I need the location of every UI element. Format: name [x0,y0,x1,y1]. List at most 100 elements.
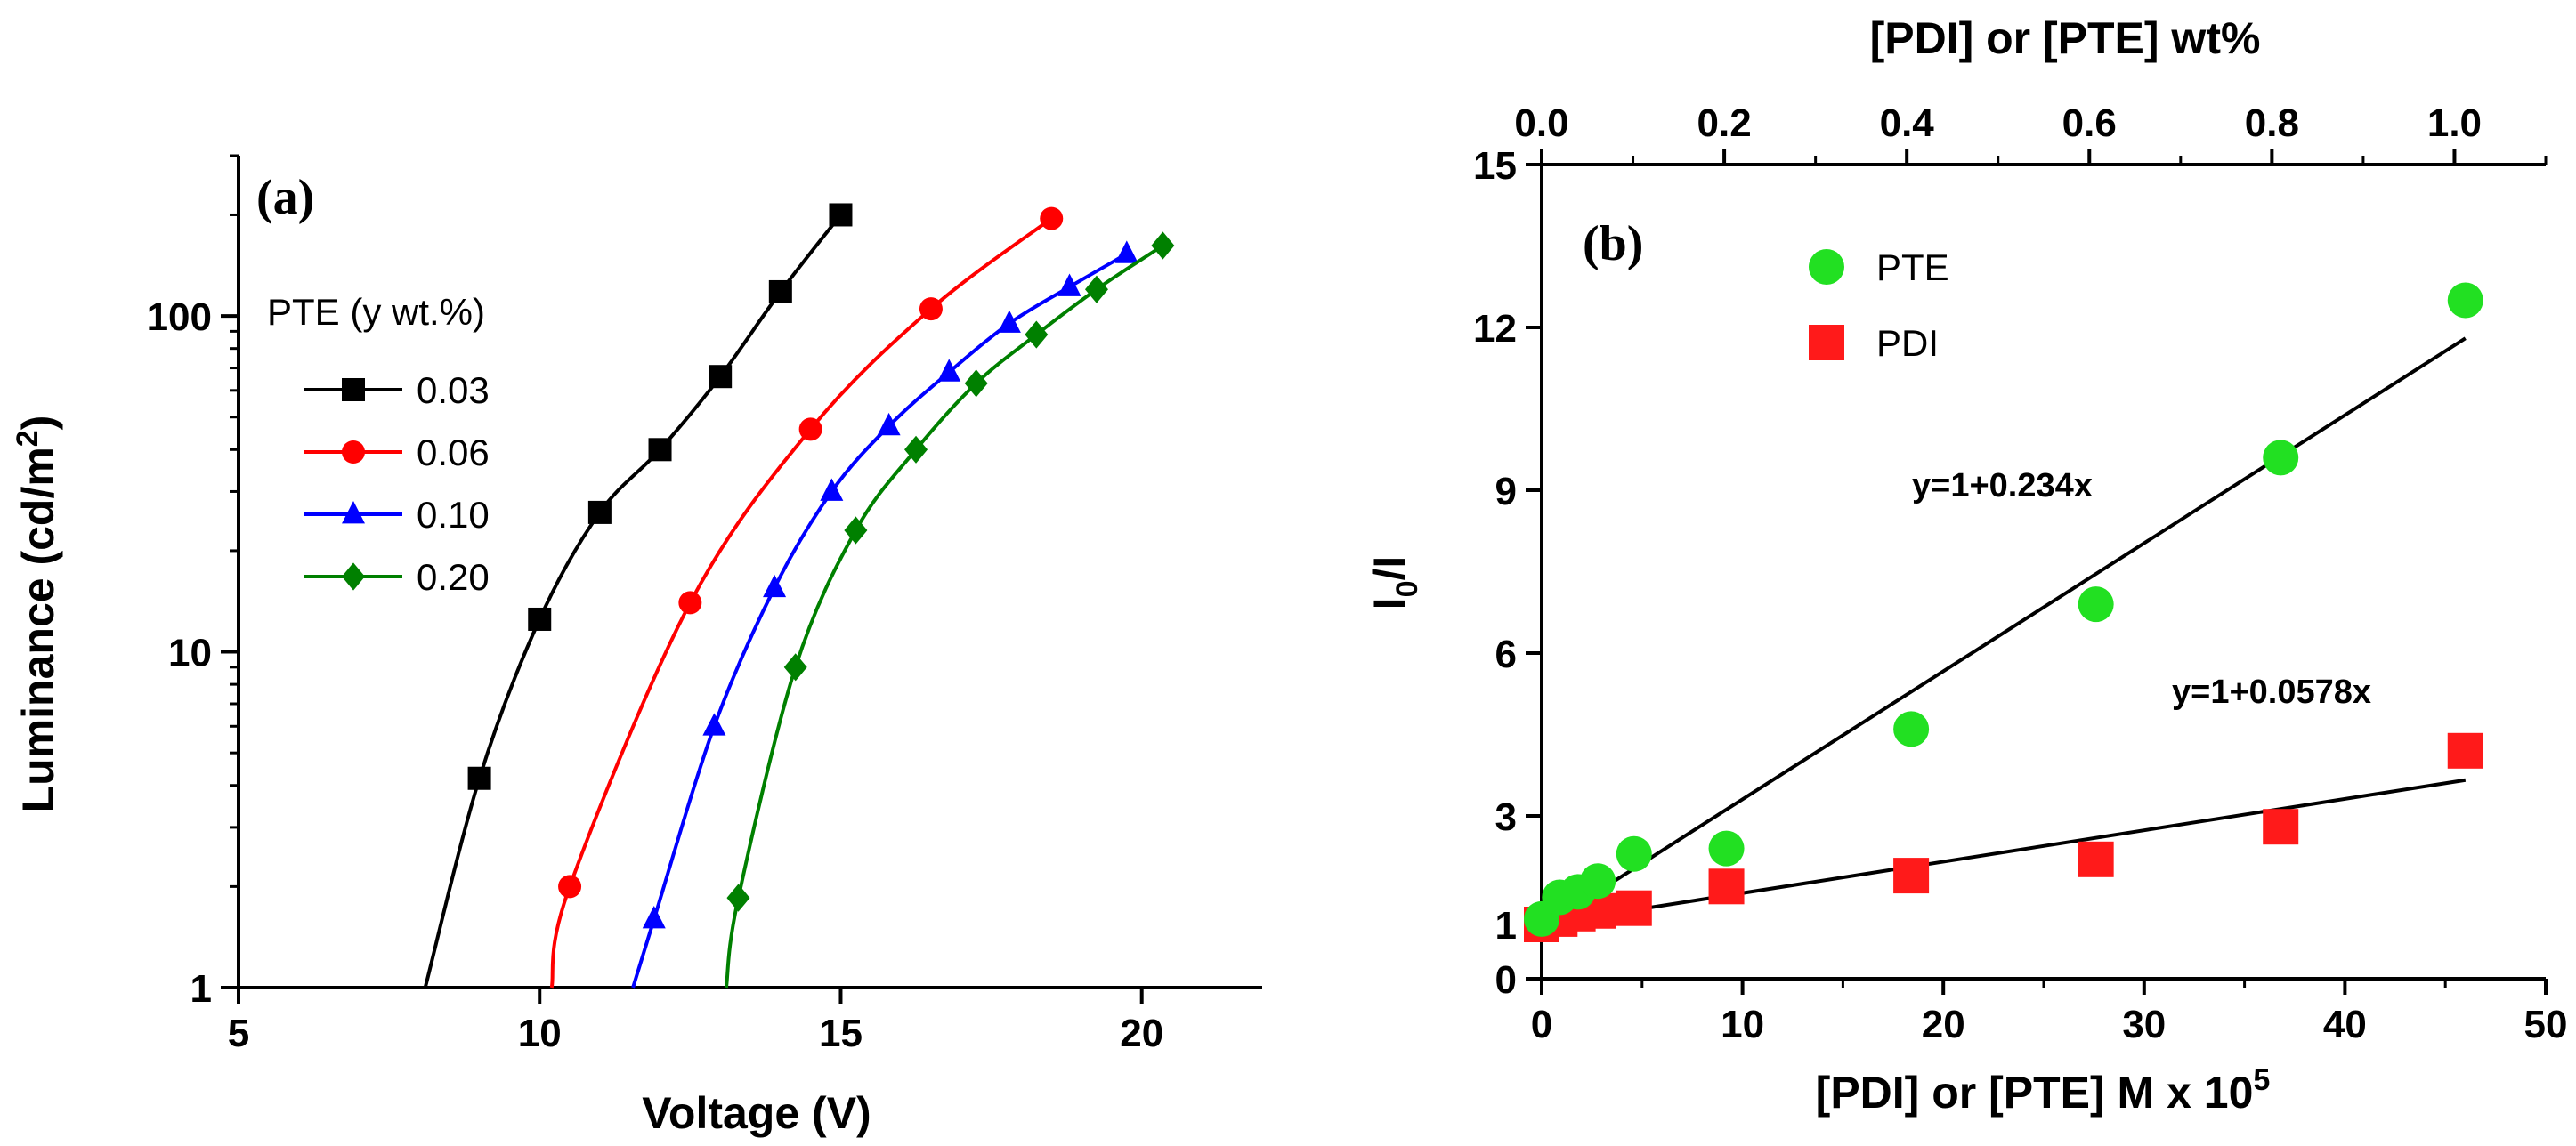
panel-b-point-PTE [2078,586,2114,623]
panel-a-y-tick-label: 100 [147,295,212,339]
panel-b-x-tick-label: 10 [1721,1003,1764,1046]
panel-b-top-tick-label: 1.0 [2427,101,2482,145]
panel-b-fit-lines [1541,336,2467,926]
panel-b-x-tick-label: 20 [1922,1003,1965,1046]
panel-a-point-0.10 [997,310,1021,333]
panel-b-axes: 0 10 20 30 40 50 0 1 3 6 9 12 150.0 0.2 0.4 0.6 0.8 1.0 [1473,101,2567,1046]
panel-a-legend-marker-0.03 [342,378,365,401]
panel-a-point-0.10 [1114,240,1138,263]
panel-a-point-0.06 [1040,206,1064,230]
panel-b-x-tick-label: 50 [2524,1003,2568,1046]
panel-b-top-tick-label: 0.0 [1514,101,1568,145]
panel-b-point-PTE [1616,835,1652,872]
panel-b-y-tick-label: 0 [1495,958,1517,1002]
panel-b-point-PDI [2447,732,2483,769]
panel-a-y-axis-title: Luminance (cd/m2) [11,416,63,813]
panel-b-x-tick-label: 0 [1531,1003,1552,1046]
panel-b-top-axis-title: [PDI] or [PTE] wt% [1870,13,2261,63]
panel-b-point-PTE [1708,830,1745,867]
panel-b-y-axis-title: I0/I [1365,556,1424,610]
panel-b-point-PTE [2263,440,2299,476]
panel-b-fit-line-1 [1541,778,2467,926]
panel-a-point-0.10 [877,412,901,436]
panel-b-legend-label-PTE: PTE [1876,246,1949,288]
panel-a-x-tick-label: 5 [228,1012,249,1055]
panel-b-x-tick-label: 40 [2323,1003,2367,1046]
panel-b-y-axis-title-i: I [1365,597,1414,609]
panel-b-legend-marker-PTE [1809,249,1844,285]
panel-a-point-0.06 [919,297,943,321]
panel-a-x-tick-label: 10 [518,1012,562,1055]
panel-b-fit-label-pdi: y=1+0.0578x [2172,674,2371,711]
panel-b-y-tick-label: 9 [1495,470,1517,513]
panel-b-y-tick-label: 12 [1473,307,1517,351]
panel-b-fit-line-0 [1570,336,2467,910]
panel-a-legend-marker-0.20 [342,562,365,591]
panel-a-point-0.03 [709,365,733,389]
panel-b-point-PDI [2078,841,2114,877]
panel-b-x-axis-title-sup: 5 [2253,1063,2270,1097]
panel-b-point-PTE [1580,863,1616,900]
panel-b-point-PDI [1616,890,1652,926]
panel-b-point-PTE [1893,711,1930,747]
panel-b-y-tick-label: 1 [1495,904,1517,948]
panel-a-point-0.06 [798,417,822,441]
panel-a-y-axis-title-sup: 2 [11,430,45,447]
panel-a-point-0.20 [904,435,928,464]
panel-b-point-PDI [1893,858,1930,894]
panel-a-point-0.03 [587,500,612,524]
panel-b-top-tick-label: 0.4 [1880,101,1935,145]
panel-a-point-0.20 [1151,231,1175,260]
panel-a-point-0.10 [820,478,844,501]
panel-a-point-0.10 [763,574,787,598]
panel-b-point-PDI [2263,809,2299,845]
panel-a-legend-marker-0.06 [342,440,365,464]
panel-a-legend-marker-0.10 [342,501,365,524]
panel-a-point-0.06 [558,875,582,899]
panel-a-legend-label-0.03: 0.03 [417,369,490,411]
panel-a-point-0.03 [768,279,792,303]
panel-b-top-tick-label: 0.8 [2245,101,2299,145]
panel-a-y-axis-title-text: Luminance (cd/m [13,447,63,812]
panel-b-y-tick-label: 3 [1495,795,1517,839]
panel-a-series-line-0.06 [549,217,1053,989]
panel-a-y-tick-label: 1 [190,967,212,1011]
panel-a-point-0.10 [642,906,666,929]
panel-a-point-0.20 [783,653,807,682]
panel-a-series [423,203,1175,989]
panel-b-label: (b) [1583,216,1643,271]
panel-b-top-tick-label: 0.6 [2062,101,2117,145]
panel-a-point-0.20 [726,884,750,912]
panel-a-legend-label-0.10: 0.10 [417,494,490,536]
panel-b-y-axis-title-tail: /I [1365,556,1414,581]
panel-a-x-axis-title: Voltage (V) [642,1088,871,1138]
panel-b-top-tick-label: 0.2 [1697,101,1752,145]
panel-a-point-0.03 [648,438,672,462]
panel-a-label: (a) [256,170,314,225]
panel-a-y-axis-title-close: ) [13,416,63,431]
panel-a-point-0.03 [528,607,552,631]
panel-a-legend-label-0.20: 0.20 [417,556,490,598]
panel-a-legend: 0.03 0.06 0.10 0.20 [304,369,490,598]
panel-a-x-tick-label: 20 [1120,1012,1163,1055]
panel-b-x-tick-label: 30 [2122,1003,2166,1046]
panel-b-point-PDI [1708,868,1745,905]
panel-a-point-0.20 [1084,275,1108,303]
panel-a-series-line-0.20 [724,244,1164,989]
panel-a-legend-label-0.06: 0.06 [417,432,490,473]
panel-a-point-0.20 [964,369,988,398]
panel-b-y-tick-label: 6 [1495,633,1517,676]
panel-a-series-line-0.03 [423,214,843,989]
panel-a-point-0.06 [678,591,702,615]
panel-b-y-axis-title-sub: 0 [1390,580,1424,597]
panel-a-x-tick-label: 15 [819,1012,863,1055]
panel-a-point-0.03 [829,203,853,227]
panel-a-point-0.03 [467,766,491,790]
panel-b-x-axis-title: [PDI] or [PTE] M x 105 [1816,1063,2271,1118]
panel-a-point-0.10 [702,713,726,736]
panel-a-point-0.20 [1025,320,1049,349]
panel-a-point-0.10 [937,359,961,382]
